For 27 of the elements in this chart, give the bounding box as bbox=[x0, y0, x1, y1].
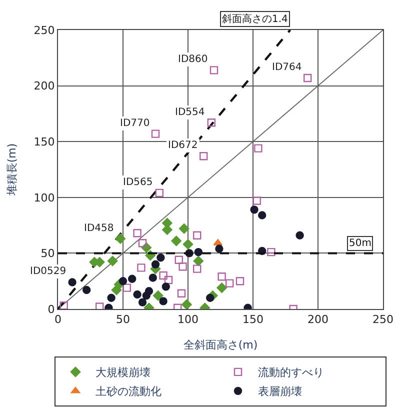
annotation: ID770 bbox=[120, 118, 150, 129]
y-tick-label: 150 bbox=[34, 135, 55, 148]
y-tick-label: 250 bbox=[34, 24, 55, 37]
x-tick-label: 50 bbox=[116, 313, 130, 326]
annotation: ID764 bbox=[272, 62, 302, 73]
annotation: ID860 bbox=[178, 54, 208, 65]
annotation: ID458 bbox=[84, 223, 114, 234]
annotation: ID565 bbox=[123, 177, 153, 188]
annotation: ID672 bbox=[168, 140, 198, 151]
series-label: 斜面高さの1.4 bbox=[222, 13, 288, 25]
legend-label: 表層崩壊 bbox=[258, 385, 302, 398]
y-tick-label: 100 bbox=[34, 191, 55, 204]
x-axis-title: 全斜面高さ(m) bbox=[183, 338, 258, 352]
legend-label: 大規模崩壊 bbox=[96, 366, 150, 380]
y-tick-label: 200 bbox=[34, 80, 55, 93]
legend-label: 流動的すべり bbox=[258, 366, 324, 380]
x-tick-label: 250 bbox=[372, 313, 394, 326]
y-tick-label: 0 bbox=[48, 302, 55, 316]
ref-line-label: 50m bbox=[349, 238, 372, 249]
x-tick-label: 100 bbox=[178, 313, 198, 326]
y-axis-title: 堆積長(m) bbox=[5, 143, 18, 197]
legend-label: 土砂の流動化 bbox=[96, 385, 162, 398]
x-tick-label: 200 bbox=[308, 313, 328, 326]
annotation: ID0529 bbox=[30, 266, 66, 277]
y-tick-label: 50 bbox=[40, 247, 55, 260]
x-tick-label: 150 bbox=[242, 313, 264, 326]
annotation: ID554 bbox=[175, 107, 205, 118]
